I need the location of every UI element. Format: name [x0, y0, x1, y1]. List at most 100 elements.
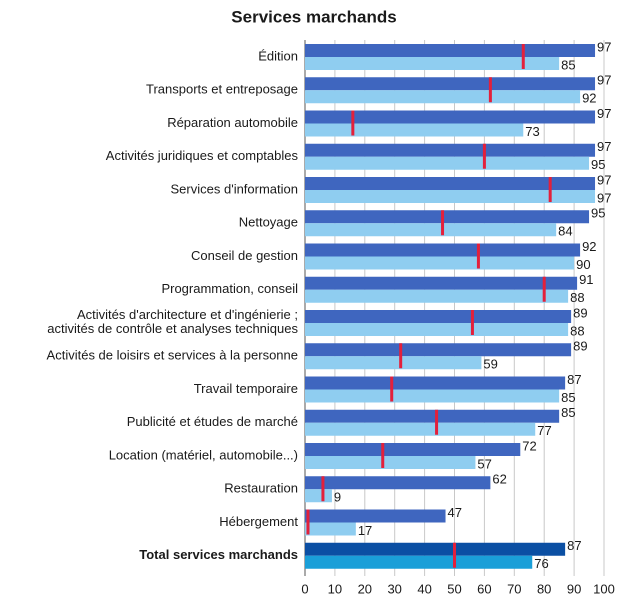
y-tick-label: Activités d'architecture et d'ingénierie…	[47, 307, 298, 336]
x-tick-label: 100	[593, 581, 615, 596]
y-tick-label: Conseil de gestion	[191, 248, 298, 263]
bar	[305, 323, 569, 336]
value-label: 85	[561, 390, 575, 405]
bar	[305, 289, 569, 303]
marker	[381, 443, 385, 468]
bar	[305, 90, 581, 104]
marker	[441, 210, 445, 236]
x-tick-label: 70	[507, 581, 521, 596]
bar	[305, 509, 446, 523]
bar	[305, 476, 491, 490]
value-label: 87	[567, 538, 581, 553]
value-label: 17	[358, 523, 372, 538]
bar	[305, 522, 356, 536]
marker	[488, 77, 492, 103]
bar	[305, 143, 596, 157]
x-tick-label: 20	[358, 581, 372, 596]
value-label: 62	[492, 472, 506, 487]
y-tick-label: Activités de loisirs et services à la pe…	[47, 348, 298, 363]
value-label: 88	[570, 290, 584, 305]
value-label: 76	[534, 556, 548, 571]
bar	[305, 389, 560, 403]
y-tick-label: Édition	[258, 48, 298, 63]
value-label: 77	[537, 423, 551, 438]
value-label: 88	[570, 323, 584, 338]
marker	[351, 110, 355, 136]
value-label: 97	[597, 139, 611, 154]
value-label: 72	[522, 438, 536, 453]
bar	[305, 542, 566, 556]
x-tick-label: 90	[567, 581, 581, 596]
marker	[435, 409, 439, 435]
value-label: 89	[573, 305, 587, 320]
y-tick-label: Publicité et études de marché	[127, 414, 298, 429]
value-label: 85	[561, 405, 575, 420]
y-tick-label: Location (matériel, automobile...)	[109, 447, 298, 462]
marker	[470, 310, 474, 335]
y-tick-label: Restauration	[224, 481, 298, 496]
marker	[542, 276, 546, 302]
marker	[453, 542, 456, 568]
x-tick-label: 40	[417, 581, 431, 596]
y-tick-label: Activités juridiques et comptables	[106, 148, 299, 163]
bar	[305, 110, 596, 124]
marker	[548, 177, 552, 202]
marker	[390, 376, 394, 402]
value-label: 95	[591, 206, 605, 221]
bar	[305, 555, 533, 569]
value-label: 89	[573, 339, 587, 354]
value-label: 84	[558, 224, 572, 239]
y-tick-label: Travail temporaire	[194, 381, 298, 396]
bar	[305, 276, 578, 290]
value-label: 97	[597, 73, 611, 88]
y-tick-label: Réparation automobile	[167, 115, 298, 130]
y-tick-label: Total services marchands	[139, 547, 298, 562]
value-label: 57	[477, 456, 491, 471]
marker	[476, 243, 480, 269]
value-label: 97	[597, 190, 611, 205]
bar	[305, 243, 581, 257]
value-label: 97	[597, 39, 611, 54]
value-label: 91	[579, 272, 593, 287]
value-label: 90	[576, 257, 590, 272]
x-tick-label: 80	[537, 581, 551, 596]
bar	[305, 177, 596, 190]
bar	[305, 77, 596, 91]
bar	[305, 456, 476, 469]
marker	[399, 343, 403, 369]
bar	[305, 256, 575, 270]
bar	[305, 44, 596, 57]
value-label: 92	[582, 91, 596, 106]
value-label: 9	[334, 490, 341, 505]
x-tick-label: 0	[301, 581, 308, 596]
value-label: 97	[597, 106, 611, 121]
value-label: 87	[567, 372, 581, 387]
value-label: 47	[448, 505, 462, 520]
bar	[305, 210, 590, 224]
y-tick-label: Services d'information	[171, 181, 298, 196]
chart-title: Services marchands	[231, 7, 396, 26]
y-tick-label: Hébergement	[219, 514, 298, 529]
bar	[305, 123, 524, 137]
bar	[305, 310, 572, 323]
value-label: 73	[525, 124, 539, 139]
x-tick-label: 30	[387, 581, 401, 596]
bar	[305, 156, 590, 170]
bar	[305, 409, 560, 423]
bar	[305, 223, 557, 237]
value-label: 95	[591, 157, 605, 172]
bar	[305, 343, 572, 357]
bar	[305, 356, 482, 370]
y-tick-label: Nettoyage	[239, 215, 298, 230]
value-label: 92	[582, 239, 596, 254]
marker	[521, 44, 525, 69]
y-tick-label: Programmation, conseil	[161, 281, 298, 296]
x-tick-label: 50	[447, 581, 461, 596]
marker	[321, 476, 325, 502]
bar	[305, 489, 332, 503]
bar	[305, 443, 521, 456]
value-label: 59	[483, 357, 497, 372]
y-tick-label: Transports et entreposage	[146, 82, 298, 97]
x-tick-label: 10	[328, 581, 342, 596]
value-label: 97	[597, 172, 611, 187]
